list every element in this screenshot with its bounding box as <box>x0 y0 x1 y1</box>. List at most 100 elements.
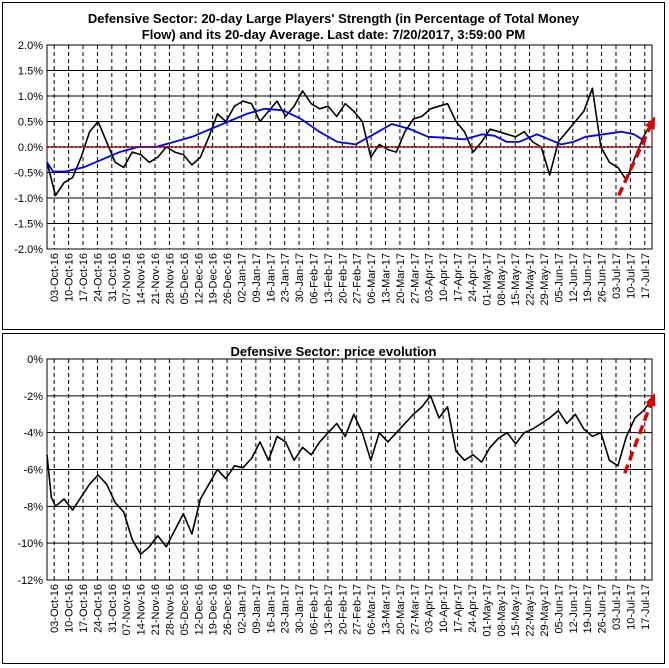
strength-y-tick-label: 0.0% <box>18 142 43 154</box>
price-x-tick-label: 12-Jun-17 <box>568 584 580 634</box>
strength-title-line-2: Flow) and its 20-day Average. Last date:… <box>141 27 526 42</box>
price-x-tick-label: 26-Dec-16 <box>222 584 234 635</box>
strength-x-tick-label: 24-Apr-17 <box>467 253 479 302</box>
strength-x-tick-label: 10-Oct-16 <box>64 253 76 302</box>
strength-x-tick-label: 06-Feb-17 <box>308 253 320 304</box>
strength-x-tick-label: 19-Jun-17 <box>582 253 594 303</box>
strength-x-tick-label: 27-Mar-17 <box>409 253 421 304</box>
strength-x-tick-label: 20-Feb-17 <box>337 253 349 304</box>
price-x-tick-label: 17-Oct-16 <box>78 584 90 633</box>
strength-x-tick-label: 28-Nov-16 <box>164 253 176 304</box>
price-series-line-0 <box>46 394 653 555</box>
price-trend-arrow-shaft <box>623 395 656 474</box>
price-x-tick-label: 19-Jun-17 <box>582 584 594 634</box>
strength-y-tick-label: 1.5% <box>18 66 43 78</box>
price-x-tick-label: 31-Oct-16 <box>107 584 119 633</box>
strength-title-line-1: Defensive Sector: 20-day Large Players' … <box>87 11 580 26</box>
strength-x-tick-label: 24-Oct-16 <box>92 253 104 302</box>
strength-trend-arrow-shaft <box>617 118 656 197</box>
strength-y-tick-label: 1.0% <box>18 91 43 103</box>
strength-x-tick-label: 12-Dec-16 <box>193 253 205 304</box>
strength-x-tick-label: 17-Oct-16 <box>78 253 90 302</box>
price-x-tick-label: 28-Nov-16 <box>164 584 176 635</box>
strength-x-tick-label: 10-Jul-17 <box>625 253 637 299</box>
strength-x-tick-label: 30-Jan-17 <box>294 253 306 303</box>
strength-x-tick-label: 02-Jan-17 <box>236 253 248 303</box>
price-chart-panel: Defensive Sector: price evolution 0% -2% -… <box>2 333 665 664</box>
price-x-tick-label: 08-May-17 <box>496 584 508 637</box>
strength-x-tick-label: 06-Mar-17 <box>366 253 378 304</box>
strength-x-tick-label: 21-Nov-16 <box>150 253 162 304</box>
strength-x-tick-label: 26-Jun-17 <box>597 253 609 303</box>
strength-x-tick-label: 23-Jan-17 <box>280 253 292 303</box>
strength-x-tick-label: 03-Jul-17 <box>611 253 623 299</box>
strength-x-tick-label: 03-Apr-17 <box>424 253 436 302</box>
price-y-tick-label: -2% <box>23 391 43 403</box>
price-x-tick-label: 05-Jun-17 <box>553 584 565 634</box>
strength-y-tick-label: -1.0% <box>14 193 43 205</box>
price-x-tick-label: 13-Feb-17 <box>323 584 335 635</box>
price-chart-title: Defensive Sector: price evolution <box>230 344 437 359</box>
strength-y-tick-label: -0.5% <box>14 168 43 180</box>
price-x-tick-label: 24-Oct-16 <box>92 584 104 633</box>
strength-trend-arrow-head <box>644 116 656 130</box>
price-x-tick-label: 27-Mar-17 <box>409 584 421 635</box>
price-x-tick-label: 10-Oct-16 <box>64 584 76 633</box>
strength-y-tick-label: -2.0% <box>14 244 43 256</box>
strength-x-tick-label: 09-Jan-17 <box>251 253 263 303</box>
strength-x-tick-label: 15-May-17 <box>510 253 522 306</box>
strength-series-line-0 <box>46 87 653 197</box>
price-x-tick-label: 16-Jan-17 <box>265 584 277 634</box>
price-x-tick-label: 10-Jul-17 <box>625 584 637 630</box>
price-chart-plot: 0% -2% -4% -6% -8% -10% -12% 03-Oct-16 10-Oct-16… <box>17 354 656 637</box>
strength-x-tick-label: 05-Dec-16 <box>179 253 191 304</box>
price-x-tick-label: 12-Dec-16 <box>193 584 205 635</box>
price-x-tick-label: 26-Jun-17 <box>597 584 609 634</box>
price-y-tick-label: 0% <box>27 354 43 366</box>
strength-x-tick-label: 27-Feb-17 <box>352 253 364 304</box>
strength-x-tick-label: 13-Mar-17 <box>381 253 393 304</box>
price-plot-frame <box>46 358 653 581</box>
strength-x-tick-label: 17-Apr-17 <box>453 253 465 302</box>
price-y-tick-label: -10% <box>17 538 43 550</box>
strength-x-tick-label: 26-Dec-16 <box>222 253 234 304</box>
price-x-tick-label: 01-May-17 <box>481 584 493 637</box>
strength-y-tick-label: -1.5% <box>14 219 43 231</box>
price-x-tick-label: 03-Oct-16 <box>49 584 61 633</box>
strength-x-tick-label: 17-Jul-17 <box>640 253 652 299</box>
strength-chart-panel: Defensive Sector: 20-day Large Players' … <box>2 2 665 330</box>
strength-x-tick-label: 05-Jun-17 <box>553 253 565 303</box>
price-x-tick-label: 09-Jan-17 <box>251 584 263 634</box>
price-x-tick-label: 03-Apr-17 <box>424 584 436 633</box>
strength-x-tick-label: 14-Nov-16 <box>136 253 148 304</box>
price-y-tick-label: -4% <box>23 428 43 440</box>
strength-x-tick-label: 08-May-17 <box>496 253 508 306</box>
strength-x-tick-label: 31-Oct-16 <box>107 253 119 302</box>
strength-x-tick-label: 19-Dec-16 <box>208 253 220 304</box>
price-x-tick-label: 20-Feb-17 <box>337 584 349 635</box>
price-x-tick-label: 20-Mar-17 <box>395 584 407 635</box>
price-x-tick-label: 05-Dec-16 <box>179 584 191 635</box>
strength-y-tick-label: 0.5% <box>18 117 43 129</box>
price-x-tick-label: 06-Mar-17 <box>366 584 378 635</box>
strength-x-tick-label: 29-May-17 <box>539 253 551 306</box>
strength-x-tick-label: 07-Nov-16 <box>121 253 133 304</box>
strength-x-tick-label: 10-Apr-17 <box>438 253 450 302</box>
strength-x-tick-label: 22-May-17 <box>525 253 537 306</box>
price-x-tick-label: 22-May-17 <box>525 584 537 637</box>
price-y-tick-label: -12% <box>17 575 43 587</box>
price-y-tick-label: -8% <box>23 501 43 513</box>
price-x-tick-label: 30-Jan-17 <box>294 584 306 634</box>
price-x-tick-label: 14-Nov-16 <box>136 584 148 635</box>
price-x-tick-label: 10-Apr-17 <box>438 584 450 633</box>
price-x-tick-label: 07-Nov-16 <box>121 584 133 635</box>
strength-x-tick-label: 13-Feb-17 <box>323 253 335 304</box>
price-x-tick-label: 23-Jan-17 <box>280 584 292 634</box>
price-x-tick-label: 06-Feb-17 <box>308 584 320 635</box>
strength-x-tick-label: 20-Mar-17 <box>395 253 407 304</box>
strength-series-line-1 <box>46 107 647 173</box>
price-x-tick-label: 17-Jul-17 <box>640 584 652 630</box>
price-x-tick-label: 19-Dec-16 <box>208 584 220 635</box>
price-y-tick-label: -6% <box>23 465 43 477</box>
price-trend-arrow-head <box>645 393 656 407</box>
